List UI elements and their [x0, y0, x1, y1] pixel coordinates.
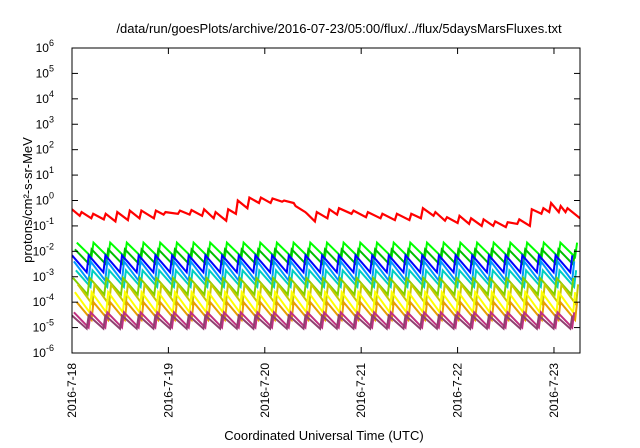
- series-line: [76, 281, 580, 308]
- y-tick-label: 10-3: [33, 267, 54, 284]
- x-tick-label: 2016-7-19: [161, 363, 175, 418]
- series-line: [72, 275, 575, 297]
- series-line: [72, 195, 580, 229]
- y-tick-label: 10-5: [33, 318, 54, 335]
- y-tick-label: 10-4: [33, 292, 54, 309]
- x-tick-label: 2016-7-23: [547, 363, 561, 418]
- y-tick-label: 102: [36, 140, 54, 157]
- series-line: [74, 247, 577, 267]
- series-line: [76, 299, 579, 323]
- y-tick-label: 104: [36, 89, 54, 106]
- series-line: [72, 252, 574, 275]
- y-axis: 10-6 10-5 10-4 10-3 10-2 10-1 100 101 102 103 104 1…: [33, 38, 580, 360]
- y-axis-label: protons/cm²-s-sr-MeV: [20, 137, 35, 263]
- x-axis-label: Coordinated Universal Time (UTC): [224, 428, 423, 443]
- y-tick-label: 101: [36, 165, 54, 182]
- y-tick-label: 103: [36, 114, 54, 131]
- chart-title: /data/run/goesPlots/archive/2016-07-23/0…: [116, 21, 562, 36]
- series-layer: [72, 195, 580, 331]
- series-line: [75, 267, 578, 290]
- series-line: [76, 240, 579, 260]
- x-tick-label: 2016-7-22: [451, 363, 465, 418]
- y-tick-label: 10-2: [33, 241, 54, 258]
- y-tick-label: 10-6: [33, 343, 54, 360]
- y-tick-label: 10-1: [33, 216, 54, 233]
- x-tick-label: 2016-7-20: [258, 363, 272, 418]
- series-line: [74, 289, 577, 316]
- x-tick-label: 2016-7-21: [354, 363, 368, 418]
- x-tick-label: 2016-7-18: [65, 363, 79, 418]
- y-tick-label: 105: [36, 63, 54, 80]
- series-line: [73, 258, 576, 284]
- y-tick-label: 100: [36, 191, 54, 208]
- series-line: [73, 310, 576, 330]
- y-tick-label: 106: [36, 38, 54, 55]
- series-line: [72, 313, 574, 331]
- x-axis: 2016-7-18 2016-7-19 2016-7-20 2016-7-21 2016…: [65, 48, 561, 418]
